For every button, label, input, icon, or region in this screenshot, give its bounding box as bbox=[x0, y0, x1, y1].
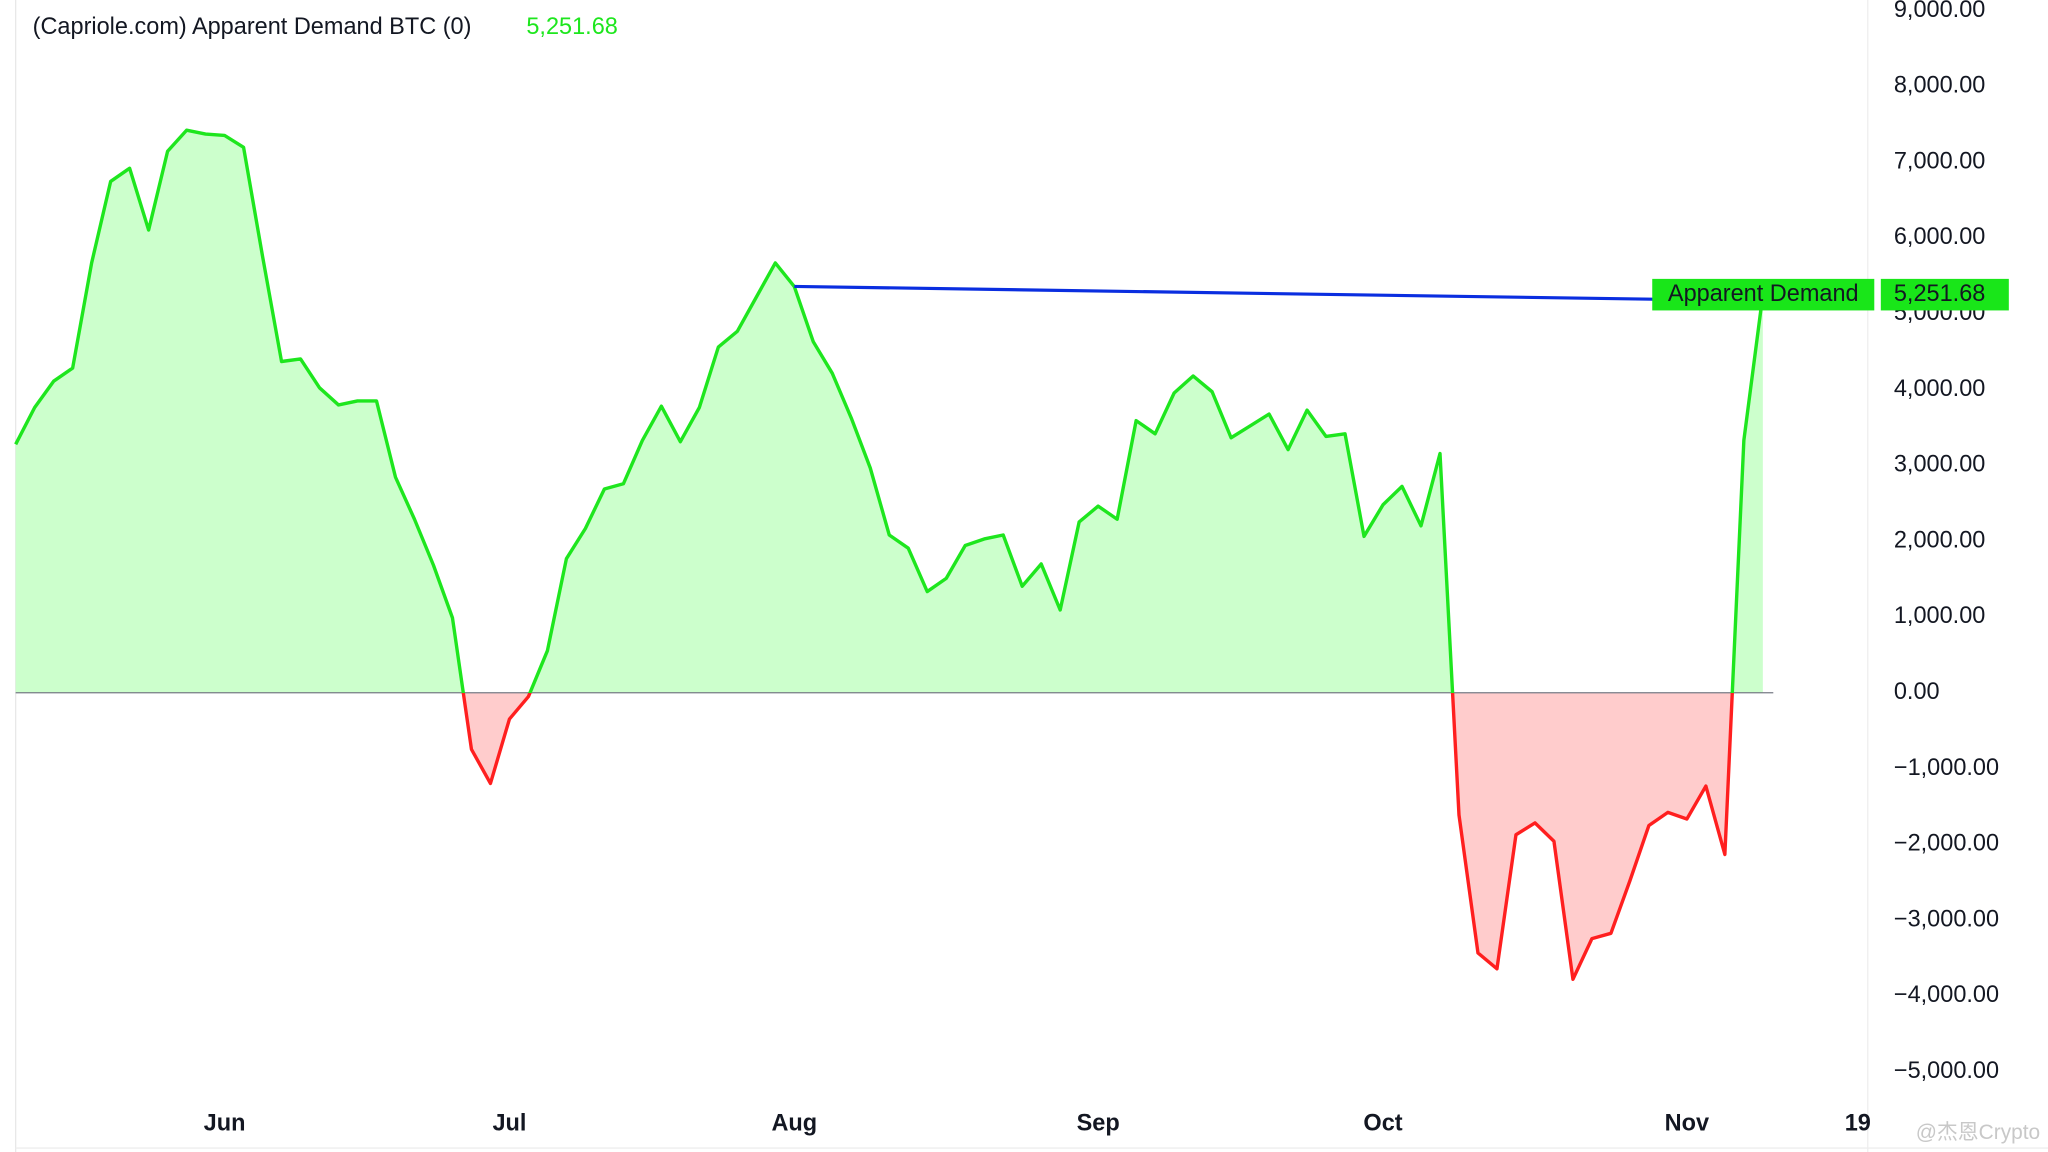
y-tick-label: −2,000.00 bbox=[1894, 830, 1999, 856]
x-tick-label: Nov bbox=[1665, 1110, 1710, 1136]
y-tick-label: 7,000.00 bbox=[1894, 147, 1985, 173]
y-tick-label: 9,000.00 bbox=[1894, 0, 1985, 22]
y-tick-label: −4,000.00 bbox=[1894, 981, 1999, 1007]
y-tick-label: −1,000.00 bbox=[1894, 754, 1999, 780]
header-value: 5,251.68 bbox=[526, 13, 617, 39]
y-tick-label: 4,000.00 bbox=[1894, 375, 1985, 401]
y-tick-label: 6,000.00 bbox=[1894, 223, 1985, 249]
x-tick-label: Oct bbox=[1363, 1110, 1402, 1136]
x-tick-label: Jun bbox=[204, 1110, 246, 1136]
y-tick-label: −5,000.00 bbox=[1894, 1057, 1999, 1083]
area-fill bbox=[15, 130, 1763, 980]
y-tick-label: 1,000.00 bbox=[1894, 602, 1985, 628]
x-tick-label: Sep bbox=[1077, 1110, 1120, 1136]
x-tick-label: 19 bbox=[1845, 1110, 1871, 1136]
x-tick-label: Jul bbox=[492, 1110, 526, 1136]
y-tick-label: 3,000.00 bbox=[1894, 451, 1985, 477]
y-tick-label: 8,000.00 bbox=[1894, 72, 1985, 98]
series-line bbox=[14, 128, 1765, 982]
trend-line bbox=[794, 284, 1763, 303]
y-tick-label: 2,000.00 bbox=[1894, 526, 1985, 552]
last-value-tag bbox=[1880, 278, 2009, 311]
y-tick-label: 0.00 bbox=[1894, 678, 1940, 704]
series-name-label: Apparent Demand bbox=[1668, 280, 1859, 306]
series-name-tag bbox=[1652, 278, 1875, 311]
y-tick-label: −3,000.00 bbox=[1894, 905, 1999, 931]
watermark: @杰恩Crypto bbox=[1916, 1121, 2040, 1144]
x-tick-label: Aug bbox=[771, 1110, 817, 1136]
last-value-label: 5,251.68 bbox=[1894, 280, 1985, 306]
chart-title: (Capriole.com) Apparent Demand BTC (0) bbox=[33, 13, 472, 39]
